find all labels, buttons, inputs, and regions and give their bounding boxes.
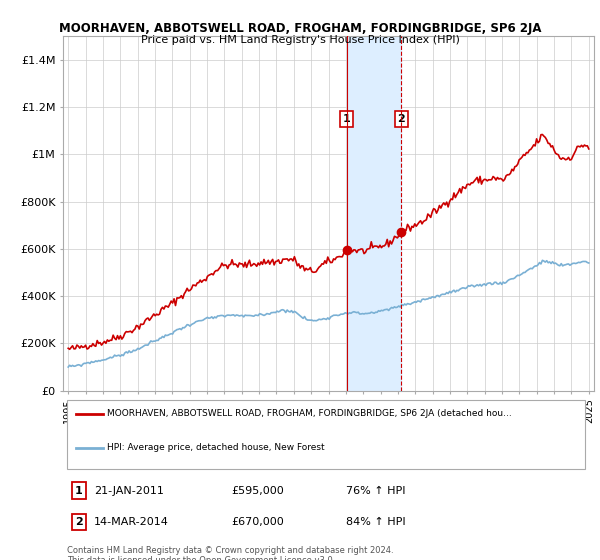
Text: £670,000: £670,000 — [231, 517, 284, 527]
Text: 2: 2 — [398, 114, 405, 124]
Text: £595,000: £595,000 — [231, 486, 284, 496]
Text: MOORHAVEN, ABBOTSWELL ROAD, FROGHAM, FORDINGBRIDGE, SP6 2JA (detached hou...: MOORHAVEN, ABBOTSWELL ROAD, FROGHAM, FOR… — [107, 409, 512, 418]
Text: HPI: Average price, detached house, New Forest: HPI: Average price, detached house, New … — [107, 444, 325, 452]
Text: 2: 2 — [75, 517, 83, 527]
Text: Price paid vs. HM Land Registry's House Price Index (HPI): Price paid vs. HM Land Registry's House … — [140, 35, 460, 45]
FancyBboxPatch shape — [67, 400, 585, 469]
Text: 1: 1 — [343, 114, 350, 124]
Bar — [347, 36, 401, 390]
Text: Contains HM Land Registry data © Crown copyright and database right 2024.
This d: Contains HM Land Registry data © Crown c… — [67, 546, 394, 560]
Text: MOORHAVEN, ABBOTSWELL ROAD, FROGHAM, FORDINGBRIDGE, SP6 2JA: MOORHAVEN, ABBOTSWELL ROAD, FROGHAM, FOR… — [59, 22, 541, 35]
Text: 84% ↑ HPI: 84% ↑ HPI — [346, 517, 406, 527]
Text: 14-MAR-2014: 14-MAR-2014 — [94, 517, 169, 527]
Text: 1: 1 — [75, 486, 83, 496]
Text: 76% ↑ HPI: 76% ↑ HPI — [346, 486, 406, 496]
Text: 21-JAN-2011: 21-JAN-2011 — [94, 486, 164, 496]
